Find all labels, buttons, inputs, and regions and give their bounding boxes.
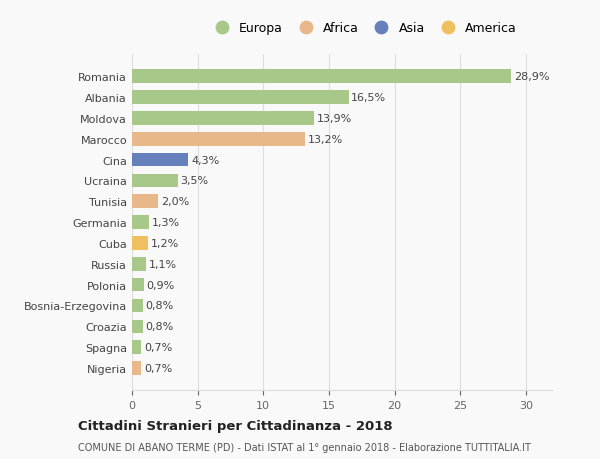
Text: 4,3%: 4,3%	[191, 155, 220, 165]
Text: 28,9%: 28,9%	[514, 72, 550, 82]
Bar	[132, 299, 143, 313]
Bar	[132, 195, 158, 208]
Legend: Europa, Africa, Asia, America: Europa, Africa, Asia, America	[205, 18, 521, 38]
Bar	[132, 278, 144, 292]
Text: 2,0%: 2,0%	[161, 197, 189, 207]
Bar	[132, 216, 149, 230]
Bar	[132, 237, 148, 250]
Text: 0,7%: 0,7%	[144, 363, 172, 373]
Bar	[132, 70, 511, 84]
Text: COMUNE DI ABANO TERME (PD) - Dati ISTAT al 1° gennaio 2018 - Elaborazione TUTTIT: COMUNE DI ABANO TERME (PD) - Dati ISTAT …	[78, 442, 531, 452]
Bar	[132, 320, 143, 333]
Text: 13,2%: 13,2%	[308, 134, 343, 145]
Bar	[132, 341, 141, 354]
Text: 3,5%: 3,5%	[181, 176, 209, 186]
Bar	[132, 257, 146, 271]
Bar	[132, 112, 314, 125]
Bar	[132, 174, 178, 188]
Text: 0,8%: 0,8%	[145, 322, 173, 331]
Text: 0,9%: 0,9%	[146, 280, 175, 290]
Text: 1,3%: 1,3%	[152, 218, 180, 228]
Text: 0,7%: 0,7%	[144, 342, 172, 353]
Bar	[132, 153, 188, 167]
Bar	[132, 361, 141, 375]
Bar	[132, 133, 305, 146]
Bar	[132, 91, 349, 105]
Text: 13,9%: 13,9%	[317, 114, 352, 123]
Text: 0,8%: 0,8%	[145, 301, 173, 311]
Text: 1,1%: 1,1%	[149, 259, 177, 269]
Text: 16,5%: 16,5%	[351, 93, 386, 103]
Text: 1,2%: 1,2%	[151, 238, 179, 248]
Text: Cittadini Stranieri per Cittadinanza - 2018: Cittadini Stranieri per Cittadinanza - 2…	[78, 419, 392, 432]
